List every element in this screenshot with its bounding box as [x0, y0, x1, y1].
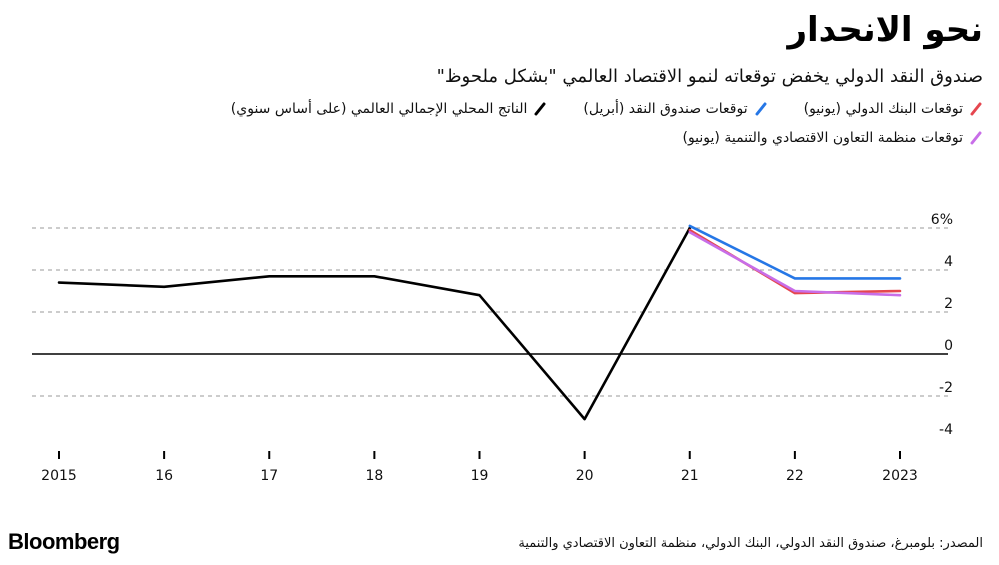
legend-item-world-gdp: الناتج المحلي الإجمالي العالمي (على أساس… [231, 101, 548, 117]
legend-row-2: توقعات منظمة التعاون الاقتصادي والتنمية … [682, 130, 983, 146]
legend-label-world-bank: توقعات البنك الدولي (يونيو) [803, 101, 963, 117]
x-tick-label-6: 21 [681, 468, 699, 484]
legend-label-imf: توقعات صندوق النقد (أبريل) [583, 101, 748, 117]
y-tick-label-1: 4 [944, 254, 953, 270]
series-line-2 [688, 228, 902, 295]
x-tick-label-7: 22 [786, 468, 804, 484]
legend-item-world-bank: توقعات البنك الدولي (يونيو) [804, 101, 983, 117]
series-line-1 [688, 224, 902, 280]
legend-label-world-gdp: الناتج المحلي الإجمالي العالمي (على أساس… [230, 101, 528, 117]
x-tick-label-4: 19 [471, 468, 489, 484]
legend-item-oecd: توقعات منظمة التعاون الاقتصادي والتنمية … [682, 130, 983, 146]
y-axis-ticks: 6% 4 2 0 -2 -4 [931, 212, 953, 438]
x-axis-ticks: 2015 16 17 18 19 20 21 22 2023 [41, 451, 918, 484]
legend-row-1: توقعات البنك الدولي (يونيو) توقعات صندوق… [231, 101, 983, 117]
series-line-3 [688, 230, 902, 297]
bloomberg-logo: Bloomberg [8, 529, 120, 554]
legend-swatch-oecd [970, 131, 982, 145]
y-tick-label-5: -4 [939, 422, 953, 438]
legend-swatch-world-gdp [534, 102, 546, 116]
x-tick-label-2: 17 [260, 468, 278, 484]
source-note: المصدر: بلومبرغ، صندوق النقد الدولي، الب… [518, 536, 983, 551]
y-tick-label-2: 2 [944, 296, 953, 312]
x-tick-label-0: 2015 [41, 468, 77, 484]
x-tick-label-1: 16 [155, 468, 173, 484]
chart-subtitle: صندوق النقد الدولي يخفض توقعاته لنمو الا… [436, 66, 983, 87]
y-tick-label-3: 0 [944, 338, 953, 354]
x-tick-label-5: 20 [576, 468, 594, 484]
legend-swatch-world-bank [970, 102, 982, 116]
legend-swatch-imf [755, 102, 767, 116]
legend-item-imf: توقعات صندوق النقد (أبريل) [583, 101, 767, 117]
legend-label-oecd: توقعات منظمة التعاون الاقتصادي والتنمية … [682, 130, 963, 146]
x-tick-label-3: 18 [365, 468, 383, 484]
x-tick-label-8: 2023 [882, 468, 918, 484]
chart-title: نحو الانحدار [787, 10, 983, 50]
y-tick-label-0: 6% [931, 212, 953, 228]
series-line-0 [57, 226, 692, 421]
grid-layer [32, 227, 948, 397]
y-tick-label-4: -2 [939, 380, 953, 396]
series-layer [57, 224, 902, 421]
